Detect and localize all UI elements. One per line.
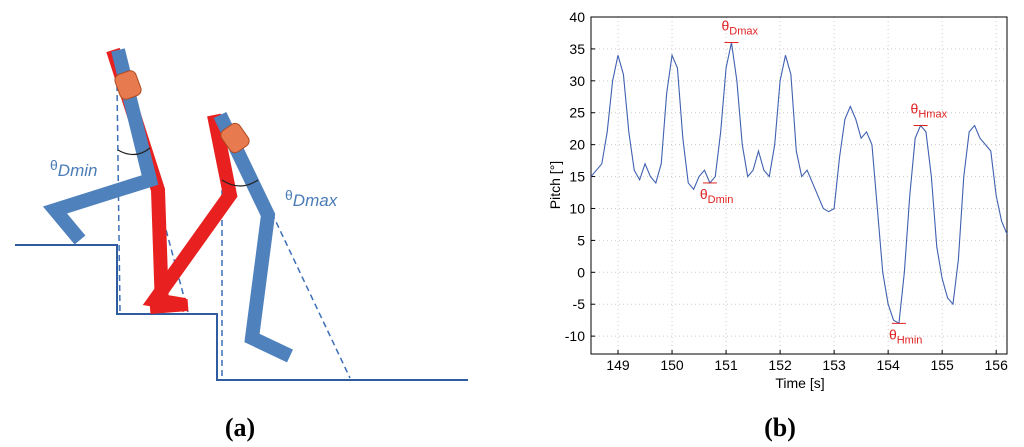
caption: (b) — [764, 413, 796, 442]
x-axis-title: Time [s] — [775, 375, 824, 391]
subscript: Hmax — [918, 109, 947, 121]
y-tick-label: -5 — [573, 296, 586, 312]
x-tick-label: 155 — [930, 357, 954, 373]
annotation: θHmin — [889, 326, 922, 346]
plot-area — [591, 17, 1007, 354]
annotation: θDmin — [700, 186, 733, 206]
x-tick-label: 152 — [768, 357, 792, 373]
y-tick-label: 5 — [577, 232, 585, 248]
symbol: θ — [700, 186, 708, 202]
symbol: θ — [50, 157, 58, 173]
annotation: θHmax — [911, 101, 948, 121]
stairs — [15, 244, 468, 381]
symbol: θ — [889, 326, 897, 342]
x-tick-label: 156 — [985, 357, 1009, 373]
y-tick-label: 15 — [569, 169, 585, 185]
subscript: Dmax — [293, 191, 338, 210]
x-tick-label: 149 — [606, 357, 630, 373]
figures — [42, 47, 293, 363]
y-tick-label: 20 — [569, 137, 585, 153]
angle-label: θDmin — [50, 157, 97, 180]
subscript: Dmax — [729, 26, 758, 38]
y-tick-label: 30 — [569, 73, 585, 89]
y-tick-label: 25 — [569, 105, 585, 121]
y-tick-label: -10 — [565, 328, 585, 344]
caption: (a) — [225, 413, 255, 442]
data-line — [590, 42, 1008, 325]
subscript: Hmin — [897, 334, 923, 346]
x-tick-label: 150 — [660, 357, 684, 373]
annotation: θDmax — [721, 18, 758, 38]
x-tick-label: 154 — [876, 357, 900, 373]
symbol: θ — [911, 101, 919, 117]
subscript: Dmin — [708, 194, 734, 206]
x-tick-label: 153 — [822, 357, 846, 373]
y-tick-label: 40 — [569, 9, 585, 25]
angle-label: θDmax — [285, 187, 338, 210]
subscript: Dmin — [58, 161, 98, 180]
symbol: θ — [721, 18, 729, 34]
axes-frame — [590, 16, 1008, 355]
symbol: θ — [285, 187, 293, 203]
y-axis-title: Pitch [°] — [547, 161, 563, 209]
y-tick-label: 10 — [569, 200, 585, 216]
y-tick-label: 0 — [577, 264, 585, 280]
stairs-diagram: θDmin θDmax (a) — [15, 47, 468, 442]
y-tick-label: 35 — [569, 41, 585, 57]
x-tick-label: 151 — [714, 357, 738, 373]
